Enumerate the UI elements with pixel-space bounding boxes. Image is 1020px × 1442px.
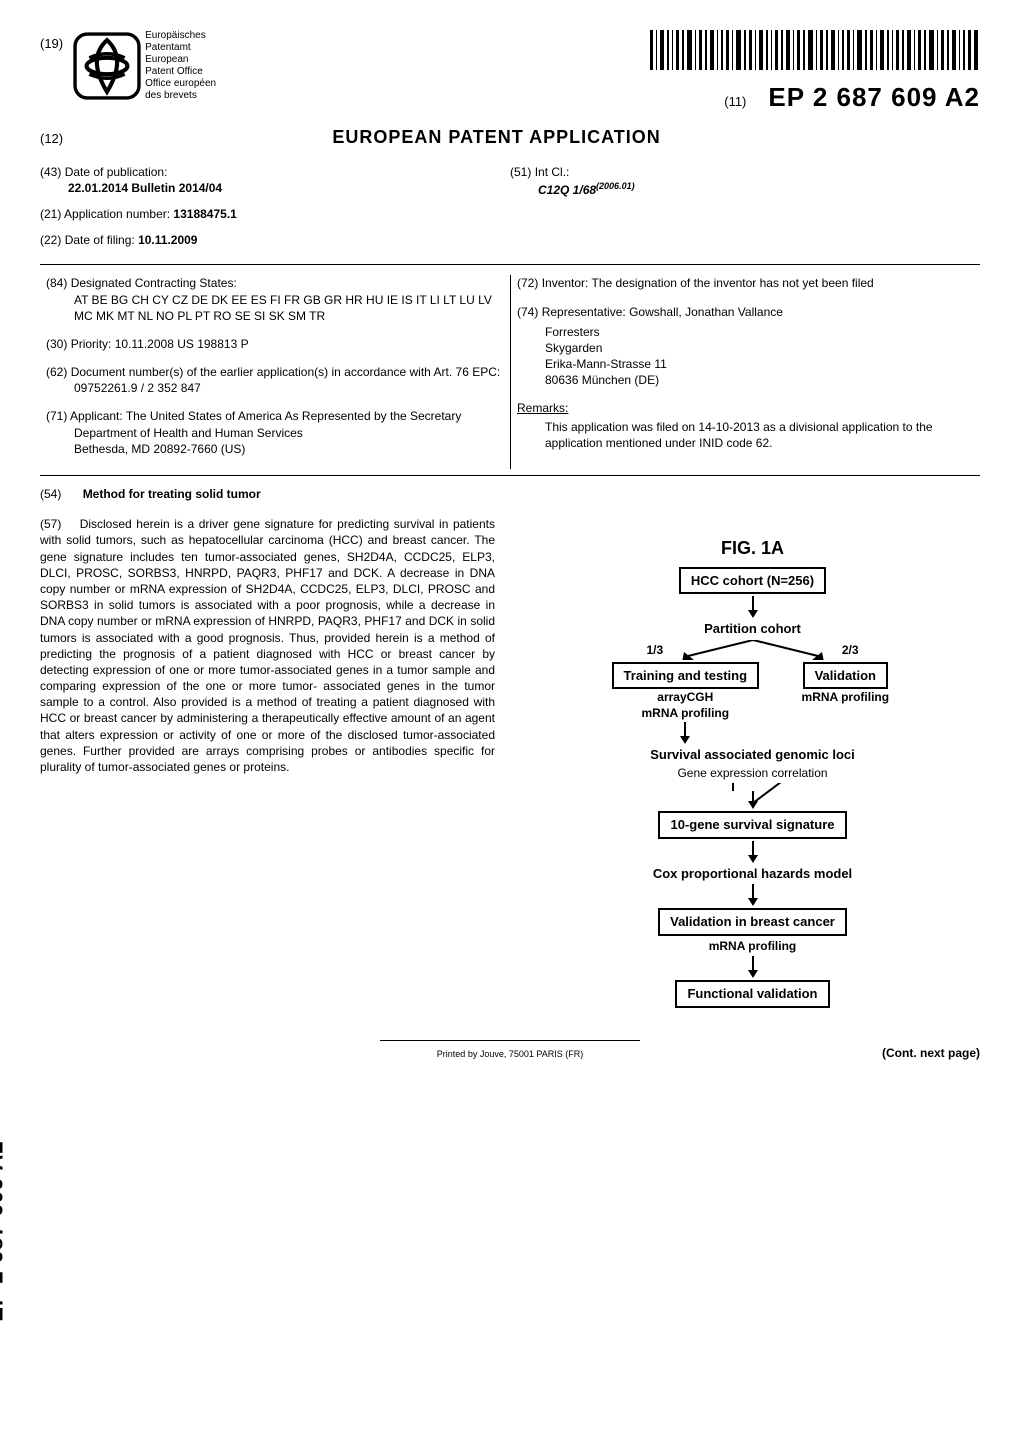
barcode-icon bbox=[650, 30, 980, 70]
fig-fraction-left: 1/3 bbox=[647, 642, 664, 658]
field-74-address: Forresters Skygarden Erika-Mann-Strasse … bbox=[517, 324, 974, 389]
split-arrows-icon bbox=[678, 640, 828, 660]
field-72: (72) Inventor: The designation of the in… bbox=[517, 275, 974, 291]
fig-node-validation: Validation bbox=[803, 662, 888, 690]
field-22: (22) Date of filing: 10.11.2009 bbox=[40, 232, 510, 248]
footer-cont: (Cont. next page) bbox=[882, 1045, 980, 1061]
office-line: European bbox=[145, 54, 216, 66]
fig-node-genomic-loci: Survival associated genomic loci bbox=[650, 746, 854, 764]
office-line: Europäisches bbox=[145, 30, 216, 42]
arrow-down-icon bbox=[593, 596, 913, 618]
figure-1a: FIG. 1A HCC cohort (N=256) Partition coh… bbox=[593, 536, 913, 1009]
divider bbox=[40, 264, 980, 265]
document-type-title: EUROPEAN PATENT APPLICATION bbox=[133, 125, 860, 149]
abstract-row: (57) Disclosed herein is a driver gene s… bbox=[40, 516, 980, 1009]
office-line: Office européen bbox=[145, 78, 216, 90]
arrow-down-icon bbox=[593, 884, 913, 906]
arrow-down-icon bbox=[593, 841, 913, 863]
fig-label-mrna1: mRNA profiling bbox=[642, 705, 730, 721]
fig-node-partition: Partition cohort bbox=[704, 620, 801, 638]
office-line: des brevets bbox=[145, 90, 216, 102]
field-30: (30) Priority: 10.11.2008 US 198813 P bbox=[46, 336, 504, 352]
fig-node-10gene: 10-gene survival signature bbox=[658, 811, 846, 839]
biblio-box: (84) Designated Contracting States: AT B… bbox=[40, 275, 980, 469]
arrow-down-icon bbox=[678, 722, 692, 744]
header: (19) Europäisches Patentamt European Pat… bbox=[40, 30, 980, 115]
merge-arrows bbox=[593, 783, 913, 809]
barcode-block: (11) EP 2 687 609 A2 bbox=[650, 30, 980, 115]
field-62: (62) Document number(s) of the earlier a… bbox=[46, 364, 504, 396]
abstract-text: (57) Disclosed herein is a driver gene s… bbox=[40, 516, 495, 1009]
divider bbox=[40, 475, 980, 476]
fig-label-mrna3: mRNA profiling bbox=[709, 938, 797, 954]
field-54: (54) Method for treating solid tumor bbox=[40, 486, 980, 502]
fig-label-arraycgh: arrayCGH bbox=[657, 689, 713, 705]
sidebar-pubnum: EP 2 687 609 A2 bbox=[0, 1141, 10, 1322]
epo-logo-block: Europäisches Patentamt European Patent O… bbox=[73, 30, 216, 102]
remarks: Remarks: This application was filed on 1… bbox=[517, 400, 974, 451]
field-21: (21) Application number: 13188475.1 bbox=[40, 206, 510, 222]
figure-title: FIG. 1A bbox=[593, 536, 913, 560]
office-names: Europäisches Patentamt European Patent O… bbox=[145, 30, 216, 102]
arrow-down-icon bbox=[593, 956, 913, 978]
footer-print: Printed by Jouve, 75001 PARIS (FR) bbox=[437, 1049, 583, 1059]
fig-node-functional: Functional validation bbox=[675, 980, 829, 1008]
fig-fraction-right: 2/3 bbox=[842, 642, 859, 658]
fig-node-gene-expr: Gene expression correlation bbox=[677, 765, 827, 781]
fig-node-training: Training and testing bbox=[612, 662, 760, 690]
publication-number: EP 2 687 609 A2 bbox=[768, 80, 980, 115]
meta-top: (43) Date of publication: 22.01.2014 Bul… bbox=[40, 164, 980, 259]
fig-node-validation-breast: Validation in breast cancer bbox=[658, 908, 847, 936]
field-71: (71) Applicant: The United States of Ame… bbox=[46, 408, 504, 457]
office-line: Patentamt bbox=[145, 42, 216, 54]
code-19: (19) bbox=[40, 35, 63, 53]
field-84: (84) Designated Contracting States: AT B… bbox=[46, 275, 504, 324]
figure-column: FIG. 1A HCC cohort (N=256) Partition coh… bbox=[525, 516, 980, 1009]
field-51: (51) Int Cl.: C12Q 1/68(2006.01) bbox=[510, 164, 980, 198]
field-43: (43) Date of publication: 22.01.2014 Bul… bbox=[40, 164, 510, 196]
fig-node-cox: Cox proportional hazards model bbox=[653, 865, 852, 883]
fig-node-cohort: HCC cohort (N=256) bbox=[679, 567, 826, 595]
title-row: (12) EUROPEAN PATENT APPLICATION bbox=[40, 125, 980, 149]
office-line: Patent Office bbox=[145, 66, 216, 78]
fig-label-mrna2: mRNA profiling bbox=[802, 689, 890, 705]
footer: Printed by Jouve, 75001 PARIS (FR) (Cont… bbox=[40, 1040, 980, 1061]
code-12: (12) bbox=[40, 130, 63, 148]
field-74: (74) Representative: Gowshall, Jonathan … bbox=[517, 304, 974, 320]
code-11: (11) bbox=[724, 93, 746, 111]
epo-logo-icon bbox=[73, 32, 141, 100]
